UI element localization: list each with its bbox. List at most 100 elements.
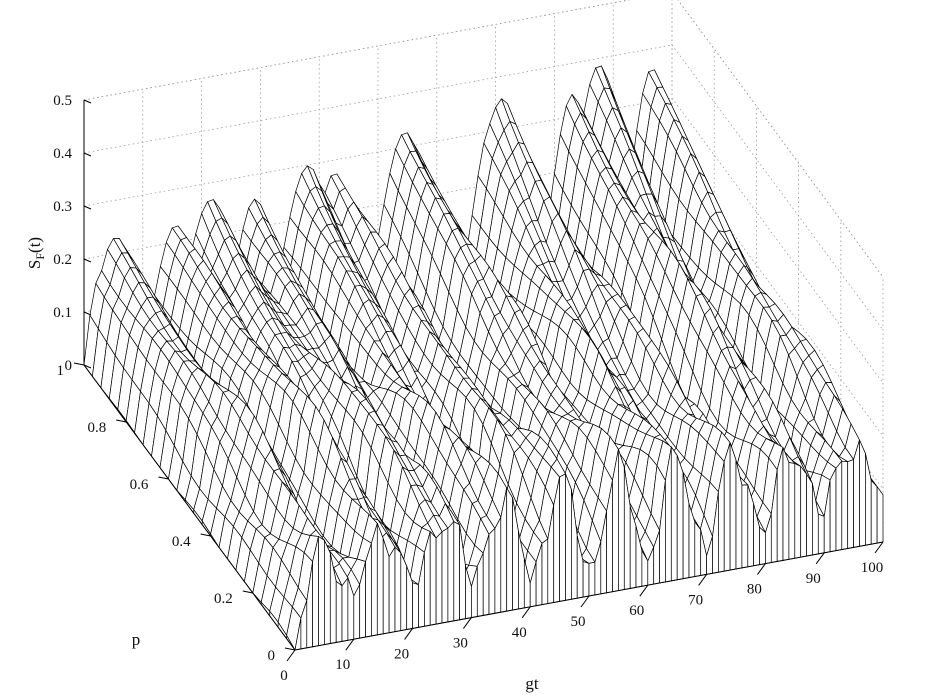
surface-skirt-front: [694, 520, 702, 578]
tick-mark: [345, 638, 355, 651]
surface-skirt-front: [318, 535, 325, 647]
x-tick-label: 0: [280, 668, 288, 684]
surface-skirt-front: [376, 523, 384, 636]
tick-mark: [462, 617, 472, 629]
z-tick-label: 0.5: [53, 93, 72, 109]
tick-mark: [73, 362, 85, 366]
surface-skirt-front: [723, 442, 731, 572]
tick-mark: [116, 419, 127, 423]
surface-skirt-front: [335, 580, 343, 643]
surface-skirt-front: [782, 447, 790, 561]
tick-mark: [815, 552, 825, 565]
y-axis-label: p: [132, 630, 141, 649]
tick-mark: [698, 574, 708, 586]
surface-skirt-front: [494, 517, 502, 614]
x-tick-label: 60: [629, 603, 644, 619]
tick-mark: [521, 606, 531, 619]
surface-skirt-front: [324, 540, 331, 646]
surface-skirt-front: [835, 460, 843, 552]
surface-skirt-front: [412, 582, 419, 629]
surface-skirt-front: [794, 462, 802, 559]
tick-mark: [83, 258, 92, 263]
tick-mark: [756, 563, 766, 575]
tick-mark: [200, 533, 211, 537]
surface-skirt-front: [371, 523, 378, 637]
x-tick-label: 70: [688, 592, 703, 608]
surface-skirt-front: [670, 445, 678, 582]
z-tick-label: 0.4: [53, 146, 72, 162]
surface-skirt-front: [841, 460, 849, 551]
surface-mesh: [83, 65, 884, 651]
tick-mark: [874, 541, 884, 554]
z-axis-label-sub: F: [33, 253, 47, 260]
surface-skirt-front: [588, 561, 596, 597]
surface-skirt-front: [870, 479, 878, 545]
tick-mark: [242, 590, 253, 594]
surface-skirt-front: [759, 526, 766, 566]
x-tick-label: 10: [335, 657, 350, 673]
tick-mark: [83, 364, 92, 369]
surface-skirt-front: [829, 468, 837, 553]
tick-mark: [158, 476, 169, 480]
surface-skirt-front: [400, 552, 408, 632]
y-tick-label: 0.4: [172, 534, 191, 550]
x-tick-label: 30: [453, 636, 468, 652]
surface-skirt-front: [847, 458, 854, 549]
surface-skirt-front: [865, 453, 872, 546]
surface-skirt-front: [741, 484, 749, 569]
surface-skirt-front: [388, 545, 396, 634]
x-tick-label: 100: [861, 560, 884, 576]
y-tick-label: 1: [57, 363, 65, 379]
y-tick-label: 0.2: [214, 591, 233, 607]
surface-skirt-front: [341, 576, 349, 642]
y-axis-line: [83, 364, 296, 651]
surface-skirt-front: [447, 520, 455, 623]
x-tick-label: 40: [512, 625, 527, 641]
tick-mark: [639, 584, 649, 597]
surface-skirt-front: [582, 561, 590, 598]
surface-skirt-front: [559, 473, 566, 602]
surface-skirt-front: [729, 442, 737, 571]
z-axis-label-tail: (t): [25, 237, 44, 253]
surface-skirt-front: [441, 527, 449, 624]
x-tick-label: 20: [394, 646, 409, 662]
z-axis-label: SF(t): [25, 237, 47, 269]
x-axis-label: gt: [525, 674, 539, 693]
tick-mark: [580, 595, 590, 608]
grid-top-back: [83, 0, 631, 101]
surface-skirt-front: [876, 485, 884, 544]
surface-skirt-front: [429, 530, 437, 626]
x-tick-label: 90: [806, 571, 821, 587]
z-tick-label: 0.1: [53, 305, 72, 321]
z-tick-label: 0.3: [53, 199, 72, 215]
z-tick-label: 0: [65, 358, 73, 374]
tick-mark: [284, 647, 296, 651]
surface-skirt-front: [806, 472, 813, 557]
tick-mark: [83, 152, 92, 157]
tick-mark: [83, 205, 92, 210]
surface-skirt-front: [817, 513, 825, 555]
tick-mark: [404, 628, 414, 640]
grid-z-back: [83, 97, 673, 207]
z-tick-label: 0.2: [53, 252, 72, 268]
surface-skirt-front: [800, 465, 807, 558]
y-tick-label: 0.8: [87, 420, 106, 436]
z-axis-label-main: S: [25, 260, 44, 269]
grid-z-right: [671, 44, 884, 331]
grid-z-back: [83, 44, 673, 154]
grid-z-right: [671, 97, 884, 384]
x-tick-label: 50: [571, 614, 586, 630]
surface-skirt-front: [859, 439, 866, 547]
surface-skirt-front: [676, 455, 684, 581]
surface-skirt-front: [488, 527, 496, 615]
surface-skirt-front: [618, 449, 625, 592]
surface-skirt-front: [565, 473, 572, 601]
surface-skirt-front: [506, 486, 513, 612]
surface-skirt-front: [453, 521, 460, 622]
grid-top-right: [677, 0, 884, 278]
surface-skirt-front: [853, 439, 860, 548]
surface-skirt-front: [435, 530, 443, 625]
x-tick-label: 80: [747, 582, 762, 598]
